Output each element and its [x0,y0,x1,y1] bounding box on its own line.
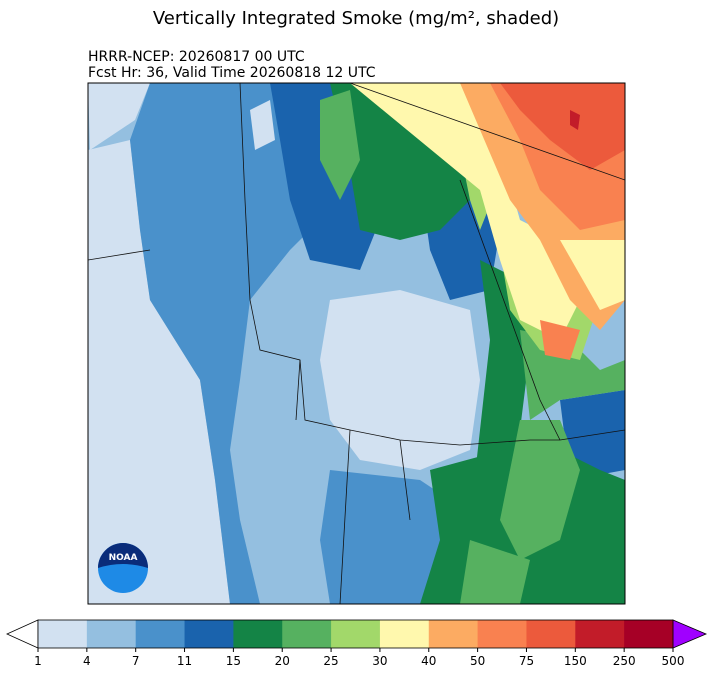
boundary [239,83,625,446]
colorbar-segment [86,620,137,648]
colorbar-segment [428,620,479,648]
smoke-region [250,100,275,150]
colorbar-frame [37,619,674,649]
colorbar: 1 4 7 11 15 20 25 30 40 50 75 150 250 500 [6,619,708,668]
smoke-region [320,90,360,200]
title: Vertically Integrated Smoke (mg/m², shad… [153,8,559,29]
colorbar-segment [575,620,625,648]
colorbar-tick-label: 11 [177,654,192,668]
colorbar-tick-label: 250 [613,654,636,668]
colorbar-segment [379,620,430,648]
map-frame [87,82,626,605]
logo-text: NOAA [109,553,138,563]
colorbar-segment [624,620,674,648]
colorbar-tick-label: 150 [564,654,587,668]
colorbar-segment [184,620,234,648]
smoke-region [270,83,380,270]
colorbar-tick-label: 1 [34,654,42,668]
colorbar-tick-label: 40 [421,654,436,668]
map [88,83,625,604]
colorbar-tick-label: 75 [519,654,534,668]
smoke-region [320,290,480,470]
colorbar-tick-label: 7 [132,654,140,668]
colorbar-tick-label: 500 [662,654,685,668]
smoke-region [570,110,580,130]
colorbar-segment [135,620,186,648]
boundary [88,249,151,261]
colorbar-over [672,619,708,649]
boundary [459,179,561,441]
smoke-region [540,320,580,360]
colorbar-tick-label: 15 [226,654,241,668]
smoke-region [460,540,530,604]
colorbar-tick-label: 50 [470,654,485,668]
colorbar-segment [331,620,381,648]
colorbar-segment [233,620,283,648]
smoke-region [88,83,150,150]
colorbar-segment [526,620,576,648]
colorbar-segment [38,620,88,648]
colorbar-tick-label: 4 [83,654,91,668]
colorbar-tick-label: 20 [275,654,290,668]
smoke-region [500,420,580,560]
colorbar-under [6,619,39,649]
smoke-region [500,83,625,170]
smoke-region [130,83,330,604]
smoke-region [88,140,230,604]
smoke-region [350,83,580,340]
colorbar-tick-label: 30 [372,654,387,668]
boundary [349,83,625,181]
smoke-region [560,240,625,310]
boundary [295,359,411,604]
colorbar-tick-label: 25 [323,654,338,668]
subtitle: Fcst Hr: 36, Valid Time 20260818 12 UTC [88,65,376,81]
colorbar-segment [282,620,332,648]
colorbar-segment [477,620,527,648]
logo [98,543,148,568]
subtitle: HRRR-NCEP: 20260817 00 UTC [88,49,305,65]
